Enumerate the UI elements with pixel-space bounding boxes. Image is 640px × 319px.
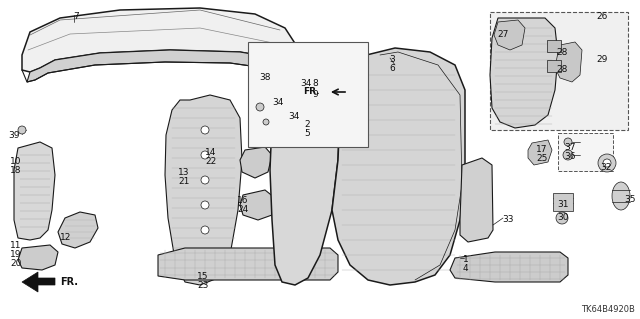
Polygon shape <box>332 48 465 285</box>
Polygon shape <box>494 20 525 50</box>
Circle shape <box>283 72 293 82</box>
Text: 33: 33 <box>502 215 513 224</box>
Text: 3: 3 <box>389 55 395 64</box>
Text: 19: 19 <box>10 250 22 259</box>
Circle shape <box>271 107 281 117</box>
Text: 30: 30 <box>557 213 568 222</box>
Text: 21: 21 <box>178 177 189 186</box>
Text: TK64B4920B: TK64B4920B <box>581 305 635 314</box>
Polygon shape <box>158 248 338 280</box>
Polygon shape <box>270 55 340 285</box>
Text: 28: 28 <box>556 48 568 57</box>
Text: FR.: FR. <box>60 277 78 287</box>
Circle shape <box>201 201 209 209</box>
Text: FR.: FR. <box>303 87 320 97</box>
Text: 16: 16 <box>237 196 248 205</box>
Circle shape <box>256 103 264 111</box>
Polygon shape <box>240 190 275 220</box>
Ellipse shape <box>612 182 630 210</box>
Circle shape <box>564 138 572 146</box>
Polygon shape <box>22 272 55 292</box>
Text: 35: 35 <box>624 195 636 204</box>
Bar <box>547 60 561 72</box>
Text: 23: 23 <box>197 281 209 290</box>
Text: 34: 34 <box>300 79 312 88</box>
Circle shape <box>303 74 311 82</box>
Circle shape <box>201 126 209 134</box>
Polygon shape <box>528 140 552 165</box>
Text: 2: 2 <box>304 120 310 129</box>
Ellipse shape <box>370 199 450 261</box>
Polygon shape <box>460 158 493 242</box>
Text: 7: 7 <box>73 12 79 21</box>
Circle shape <box>598 154 616 172</box>
Polygon shape <box>58 212 98 248</box>
Polygon shape <box>27 50 295 82</box>
Polygon shape <box>22 8 298 72</box>
Text: 38: 38 <box>259 73 271 82</box>
Circle shape <box>263 119 269 125</box>
Text: 13: 13 <box>178 168 189 177</box>
Text: 27: 27 <box>497 30 508 39</box>
Text: 5: 5 <box>304 129 310 138</box>
Polygon shape <box>555 42 582 82</box>
Circle shape <box>304 85 310 91</box>
Text: 22: 22 <box>205 157 216 166</box>
Text: 25: 25 <box>536 154 547 163</box>
Text: 17: 17 <box>536 145 547 154</box>
Polygon shape <box>490 18 558 128</box>
Bar <box>553 193 573 211</box>
Text: 12: 12 <box>60 233 72 242</box>
Bar <box>547 40 561 52</box>
Text: 34: 34 <box>272 98 284 107</box>
Bar <box>248 42 368 147</box>
Polygon shape <box>240 147 272 178</box>
Bar <box>283 72 293 82</box>
Polygon shape <box>14 142 55 240</box>
Text: 31: 31 <box>557 200 568 209</box>
Text: 32: 32 <box>600 163 611 172</box>
Polygon shape <box>165 95 242 285</box>
FancyBboxPatch shape <box>490 12 628 130</box>
Text: 4: 4 <box>463 264 468 273</box>
Text: 14: 14 <box>205 148 216 157</box>
Text: 37: 37 <box>564 143 575 152</box>
Bar <box>265 90 277 100</box>
Text: 26: 26 <box>596 12 607 21</box>
Text: 18: 18 <box>10 166 22 175</box>
Circle shape <box>18 126 26 134</box>
Text: 11: 11 <box>10 241 22 250</box>
Text: 29: 29 <box>596 55 607 64</box>
Circle shape <box>563 150 573 160</box>
Text: 39: 39 <box>8 131 19 140</box>
Text: 15: 15 <box>197 272 209 281</box>
Text: 24: 24 <box>237 205 248 214</box>
Text: 9: 9 <box>312 90 317 99</box>
Circle shape <box>201 151 209 159</box>
Circle shape <box>201 226 209 234</box>
Circle shape <box>556 212 568 224</box>
Text: 36: 36 <box>564 152 575 161</box>
Text: 28: 28 <box>556 65 568 74</box>
FancyBboxPatch shape <box>558 133 613 171</box>
Polygon shape <box>18 245 58 270</box>
Text: 10: 10 <box>10 157 22 166</box>
Text: 20: 20 <box>10 259 21 268</box>
Text: 34: 34 <box>288 112 300 121</box>
Bar <box>271 107 283 117</box>
Circle shape <box>603 159 611 167</box>
Text: 8: 8 <box>312 79 317 88</box>
Polygon shape <box>450 252 568 282</box>
Text: 6: 6 <box>389 64 395 73</box>
Circle shape <box>265 90 275 100</box>
Text: 1: 1 <box>463 255 468 264</box>
Circle shape <box>201 176 209 184</box>
